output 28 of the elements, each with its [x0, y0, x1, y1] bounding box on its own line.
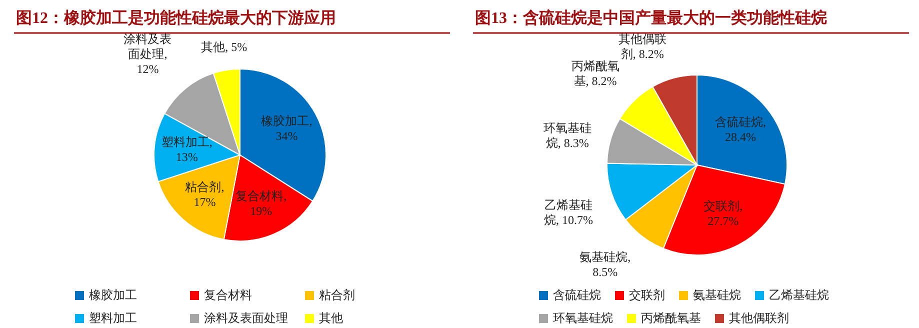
data-label: 环氧基硅烷, 8.3% [542, 120, 592, 151]
data-label: 其他偶联剂, 8.2% [618, 32, 666, 62]
data-label: 丙烯酰氧基, 8.2% [571, 58, 620, 88]
chart-title: 图13：含硫硅烷是中国产量最大的一类功能性硅烷 [475, 8, 827, 29]
legend-label: 乙烯基硅烷 [769, 287, 829, 304]
chart-title: 图12：橡胶加工是功能性硅烷最大的下游应用 [16, 8, 336, 29]
legend-label: 塑料加工 [89, 310, 137, 327]
data-label: 塑料加工, 13% [160, 134, 214, 165]
data-label: 交联剂, 27.7% [702, 199, 744, 230]
data-label: 含硫硅烷, 28.4% [714, 114, 767, 145]
legend-label: 环氧基硅烷 [553, 310, 613, 327]
legend-label: 含硫硅烷 [553, 287, 601, 304]
data-label: 复合材料, 19% [234, 188, 288, 219]
data-label: 涂料及表面处理, 12% [122, 32, 173, 77]
legend-label: 交联剂 [629, 287, 665, 304]
legend-label: 复合材料 [204, 287, 252, 304]
legend-label: 丙烯酰氧基 [641, 310, 701, 327]
legend-label: 其他 [319, 310, 343, 327]
legend-label: 其他偶联剂 [729, 310, 789, 327]
data-label: 橡胶加工, 34% [260, 114, 314, 144]
data-label: 氨基硅烷, 8.5% [578, 250, 632, 280]
data-label: 其他, 5% [201, 40, 248, 55]
legend-label: 氨基硅烷 [693, 287, 741, 304]
legend-label: 橡胶加工 [89, 287, 137, 304]
data-label: 乙烯基硅烷, 10.7% [543, 198, 594, 228]
legend-label: 涂料及表面处理 [204, 310, 288, 327]
legend-label: 粘合剂 [319, 287, 355, 304]
data-label: 粘合剂, 17% [184, 180, 226, 210]
